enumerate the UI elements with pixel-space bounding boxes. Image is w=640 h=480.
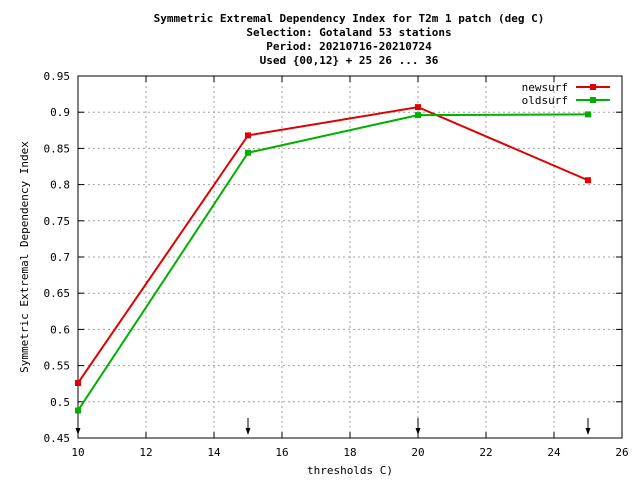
title-line-4: Used {00,12} + 25 26 ... 36 <box>260 54 439 67</box>
x-tick-label: 18 <box>343 446 356 459</box>
y-tick-label: 0.55 <box>44 360 71 373</box>
y-tick-label: 0.6 <box>50 323 70 336</box>
data-point-newsurf <box>245 132 251 139</box>
x-tick-label: 16 <box>275 446 288 459</box>
legend-marker-newsurf <box>590 84 596 90</box>
x-tick-label: 22 <box>479 446 492 459</box>
series-line-oldsurf <box>77 113 589 412</box>
y-axis-label: Symmetric Extremal Dependency Index <box>18 141 31 373</box>
y-tick-label: 0.85 <box>44 142 71 155</box>
data-point-oldsurf <box>585 111 591 118</box>
y-tick-label: 0.95 <box>44 70 71 83</box>
x-tick-label: 26 <box>615 446 628 459</box>
threshold-arrow-head <box>245 428 251 435</box>
title-line-1: Symmetric Extremal Dependency Index for … <box>154 12 545 25</box>
data-point-oldsurf <box>75 407 81 414</box>
x-axis-ticks: 10 12 14 16 18 20 22 24 26 <box>71 76 629 459</box>
y-tick-label: 0.9 <box>50 106 70 119</box>
legend-label-newsurf: newsurf <box>522 81 568 94</box>
y-tick-label: 0.5 <box>50 396 70 409</box>
legend-label-oldsurf: oldsurf <box>522 94 568 107</box>
threshold-arrow-head <box>585 428 591 435</box>
y-axis-ticks: 0.45 0.5 0.55 0.6 0.65 0.7 0.75 0.8 0.85 0.9 0.95 <box>44 70 622 445</box>
title-line-3: Period: 20210716-20210724 <box>266 40 432 53</box>
y-tick-label: 0.65 <box>44 287 71 300</box>
data-point-oldsurf <box>245 149 251 156</box>
x-tick-label: 12 <box>139 446 152 459</box>
y-tick-label: 0.75 <box>44 215 71 228</box>
threshold-markers <box>75 418 591 435</box>
threshold-arrow-head <box>415 428 421 435</box>
series-line-newsurf <box>77 106 589 384</box>
title-line-2: Selection: Gotaland 53 stations <box>246 26 451 39</box>
x-axis-label: thresholds C) <box>307 464 393 477</box>
series <box>75 104 591 414</box>
data-point-newsurf <box>75 379 81 386</box>
y-tick-label: 0.7 <box>50 251 70 264</box>
data-point-oldsurf <box>415 112 421 119</box>
y-tick-label: 0.45 <box>44 432 71 445</box>
threshold-arrow-head <box>75 428 81 435</box>
x-tick-label: 10 <box>71 446 84 459</box>
x-tick-label: 20 <box>411 446 424 459</box>
data-point-newsurf <box>585 177 591 184</box>
x-tick-label: 14 <box>207 446 221 459</box>
legend-marker-oldsurf <box>590 97 596 103</box>
chart-title: Symmetric Extremal Dependency Index for … <box>154 12 545 67</box>
y-tick-label: 0.8 <box>50 179 70 192</box>
data-point-newsurf <box>415 104 421 111</box>
x-tick-label: 24 <box>547 446 561 459</box>
